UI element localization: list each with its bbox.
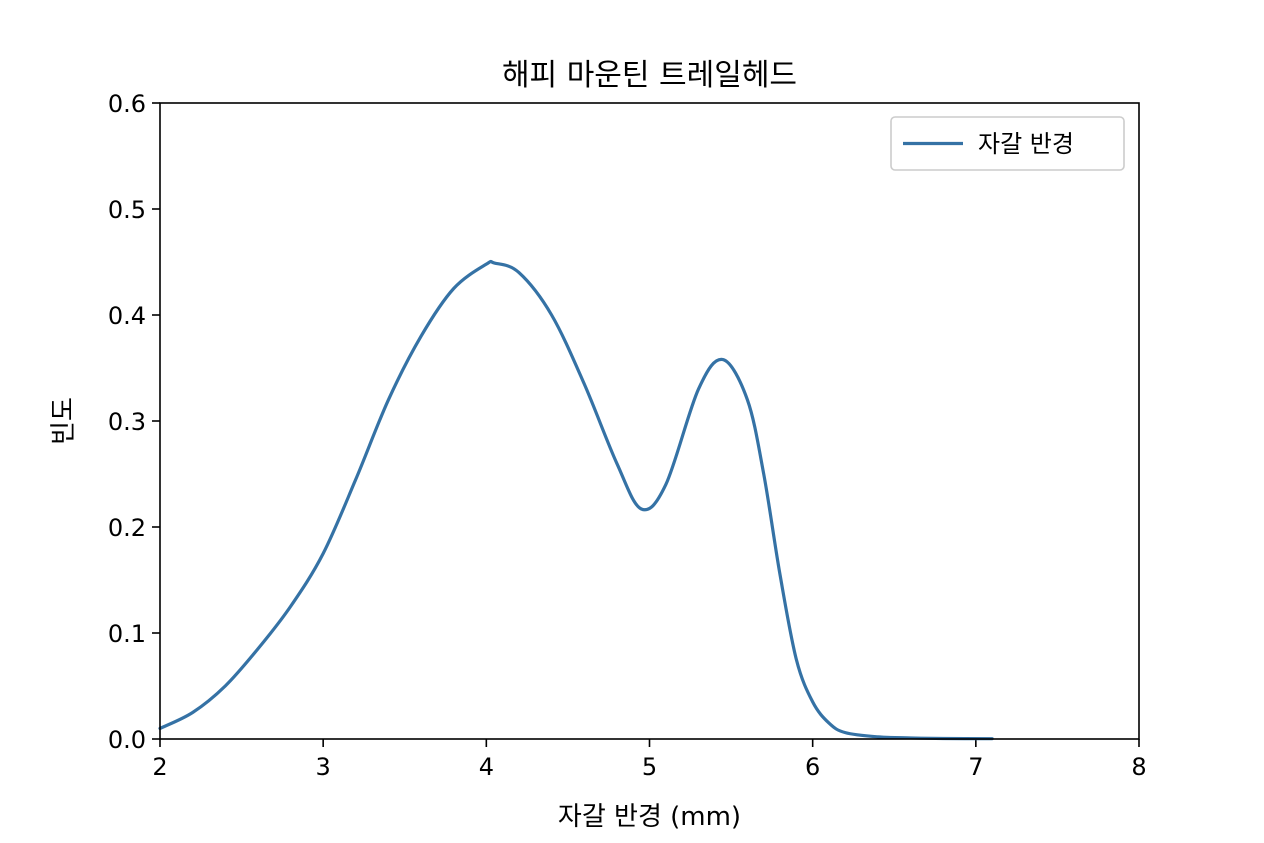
- x-tick-label: 8: [1131, 753, 1146, 781]
- plot-area: [160, 103, 1139, 739]
- x-tick-label: 6: [805, 753, 820, 781]
- plot-frame: [159, 102, 1140, 740]
- y-tick-label: 0.2: [108, 514, 146, 542]
- x-tick-label: 4: [479, 753, 494, 781]
- y-tick-label: 0.3: [108, 408, 146, 436]
- x-tick-label: 2: [152, 753, 167, 781]
- x-tick-label: 7: [968, 753, 983, 781]
- legend-box: [890, 116, 1125, 171]
- y-tick-label: 0.5: [108, 196, 146, 224]
- series-line: [158, 259, 994, 741]
- y-tick-label: 0.4: [108, 302, 146, 330]
- legend: 자갈 반경: [890, 116, 1125, 171]
- chart-title: 해피 마운틴 트레일헤드: [502, 58, 797, 93]
- x-tick-label: 3: [316, 753, 331, 781]
- y-tick-label: 0.0: [108, 726, 146, 754]
- y-tick-label: 0.6: [108, 90, 146, 118]
- y-tick-label: 0.1: [108, 620, 146, 648]
- y-axis-label: 빈도: [49, 397, 79, 445]
- x-axis-label: 자갈 반경 (mm): [558, 802, 741, 832]
- legend-label: 자갈 반경: [978, 130, 1074, 158]
- x-tick-label: 5: [642, 753, 657, 781]
- ticks-group: 2 3 4 5 6 7 8 0.0 0.1 0.2 0.3 0.4 0.5 0.6: [108, 90, 1147, 781]
